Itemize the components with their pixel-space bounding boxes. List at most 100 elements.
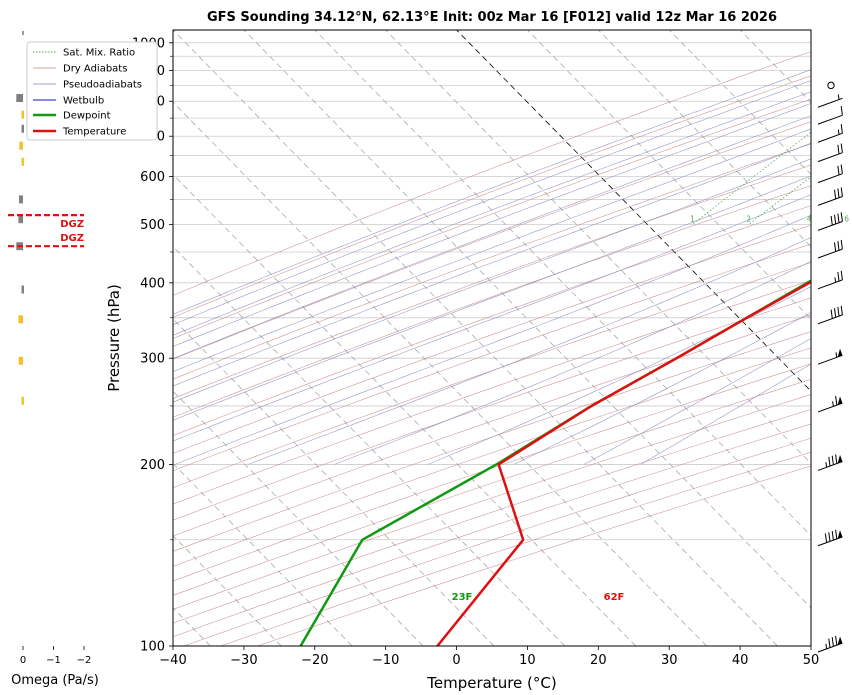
isotherm-line bbox=[385, 30, 811, 465]
isotherm-line bbox=[173, 390, 424, 646]
omega-axis-label: Omega (Pa/s) bbox=[11, 673, 99, 688]
barb-staff bbox=[817, 354, 843, 365]
omega-bar bbox=[19, 195, 23, 204]
chart-title: GFS Sounding 34.12°N, 62.13°E Init: 00z … bbox=[207, 10, 777, 25]
series-layer bbox=[299, 279, 811, 646]
barb-half bbox=[837, 129, 840, 135]
calm-circle bbox=[827, 81, 835, 90]
isotherm-line bbox=[243, 30, 811, 609]
mixing-ratio-label: 1 bbox=[690, 214, 695, 223]
barb-full bbox=[840, 212, 843, 222]
isotherm-line bbox=[173, 462, 353, 646]
barb-full bbox=[840, 305, 843, 315]
moist-adiabat-line bbox=[173, 115, 811, 359]
moist-adiabat-line bbox=[173, 80, 811, 325]
barb-staff bbox=[817, 132, 843, 143]
moist-adiabat-line bbox=[173, 69, 811, 315]
moist-adiabat-line bbox=[173, 158, 811, 403]
omega-bar bbox=[19, 141, 23, 150]
mixing-ratio-labels: 1246810131620243036 bbox=[690, 214, 849, 223]
moist-adiabat-line bbox=[173, 103, 811, 347]
legend-label-wetbulb: Wetbulb bbox=[63, 96, 104, 107]
dry-adiabat-line bbox=[173, 224, 811, 454]
barb-full bbox=[835, 635, 838, 646]
moist-adiabat-line bbox=[173, 175, 811, 421]
dry-adiabat-line bbox=[173, 409, 811, 624]
wind-barb bbox=[817, 164, 843, 184]
omega-axis: 0 −1 −2 bbox=[20, 646, 91, 666]
barb-staff bbox=[817, 196, 843, 206]
barb-full bbox=[834, 242, 837, 252]
barb-full bbox=[835, 395, 838, 406]
barb-full bbox=[840, 239, 843, 250]
barb-full bbox=[831, 455, 834, 465]
barb-full bbox=[828, 456, 831, 467]
barb-full bbox=[830, 215, 833, 226]
x-tick-label: 30 bbox=[661, 653, 678, 668]
surface-temperature-label: 62F bbox=[604, 592, 625, 603]
wind-barb bbox=[817, 270, 843, 290]
wind-barb bbox=[817, 529, 843, 547]
moist-adiabat-line bbox=[174, 214, 811, 465]
legend-label-dewpoint: Dewpoint bbox=[63, 111, 111, 122]
isotherm-line bbox=[527, 30, 811, 320]
barb-flag bbox=[837, 454, 843, 464]
barb-full bbox=[824, 533, 828, 543]
barb-staff bbox=[817, 314, 843, 325]
wind-barb bbox=[817, 106, 843, 125]
legend-label-sat-mix-ratio: Sat. Mix. Ratio bbox=[63, 48, 135, 59]
barb-full bbox=[835, 529, 838, 539]
y-tick-label: 200 bbox=[140, 458, 165, 473]
omega-bar bbox=[21, 124, 24, 133]
barb-half bbox=[835, 352, 838, 358]
omega-bar bbox=[18, 315, 23, 324]
moist-adiabat-line bbox=[513, 312, 811, 465]
isotherm-line bbox=[456, 30, 811, 392]
barb-full bbox=[834, 189, 837, 200]
wind-barb bbox=[817, 635, 843, 653]
x-axis-label: Temperature (°C) bbox=[426, 674, 556, 692]
barb-full bbox=[837, 271, 840, 282]
barb-staff bbox=[817, 152, 843, 163]
x-tick-label: −20 bbox=[301, 653, 328, 668]
mixing-ratio-label: 2 bbox=[746, 214, 751, 223]
isotherm-line bbox=[173, 318, 495, 646]
wind-barb bbox=[817, 187, 843, 206]
barb-full bbox=[837, 213, 840, 223]
isotherm-line bbox=[739, 30, 811, 103]
dry-adiabat-line bbox=[220, 451, 811, 646]
barb-staff bbox=[817, 221, 843, 231]
barb-staff bbox=[817, 114, 843, 125]
barb-staff bbox=[817, 279, 843, 290]
barb-full bbox=[837, 165, 840, 175]
barb-half bbox=[834, 277, 837, 283]
mixing-ratio-label: 6 bbox=[844, 214, 849, 223]
axes: −40 −30 −20 −10 0 10 20 30 40 50 100 200 300 400 500 60… bbox=[132, 36, 819, 668]
dry-adiabat-line bbox=[173, 121, 811, 360]
barb-full bbox=[830, 309, 833, 319]
omega-bar bbox=[18, 215, 23, 224]
barb-full bbox=[834, 308, 837, 318]
x-tick-label: −40 bbox=[159, 653, 186, 668]
series-line-dewpoint bbox=[299, 279, 811, 646]
omega-tick-label: −1 bbox=[46, 655, 61, 666]
wind-barbs bbox=[817, 81, 843, 653]
omega-bar bbox=[21, 110, 24, 119]
omega-bars bbox=[16, 94, 24, 405]
dry-adiabat-line bbox=[173, 143, 811, 380]
dry-adiabat-line bbox=[173, 164, 811, 399]
barb-full bbox=[837, 306, 840, 317]
wind-barb bbox=[817, 94, 843, 108]
barb-half bbox=[825, 643, 828, 649]
wind-barb bbox=[817, 212, 843, 231]
barb-full bbox=[828, 638, 831, 648]
barb-full bbox=[837, 241, 840, 251]
legend: Sat. Mix. Ratio Dry Adiabats Pseudoadiab… bbox=[26, 41, 158, 141]
moist-adiabat-line bbox=[173, 194, 811, 442]
barb-full bbox=[840, 164, 843, 174]
x-tick-label: 50 bbox=[803, 653, 820, 668]
barb-full bbox=[840, 187, 843, 197]
y-tick-label: 600 bbox=[140, 170, 165, 185]
wind-barb bbox=[827, 81, 835, 90]
dry-adiabat-line bbox=[173, 185, 811, 418]
